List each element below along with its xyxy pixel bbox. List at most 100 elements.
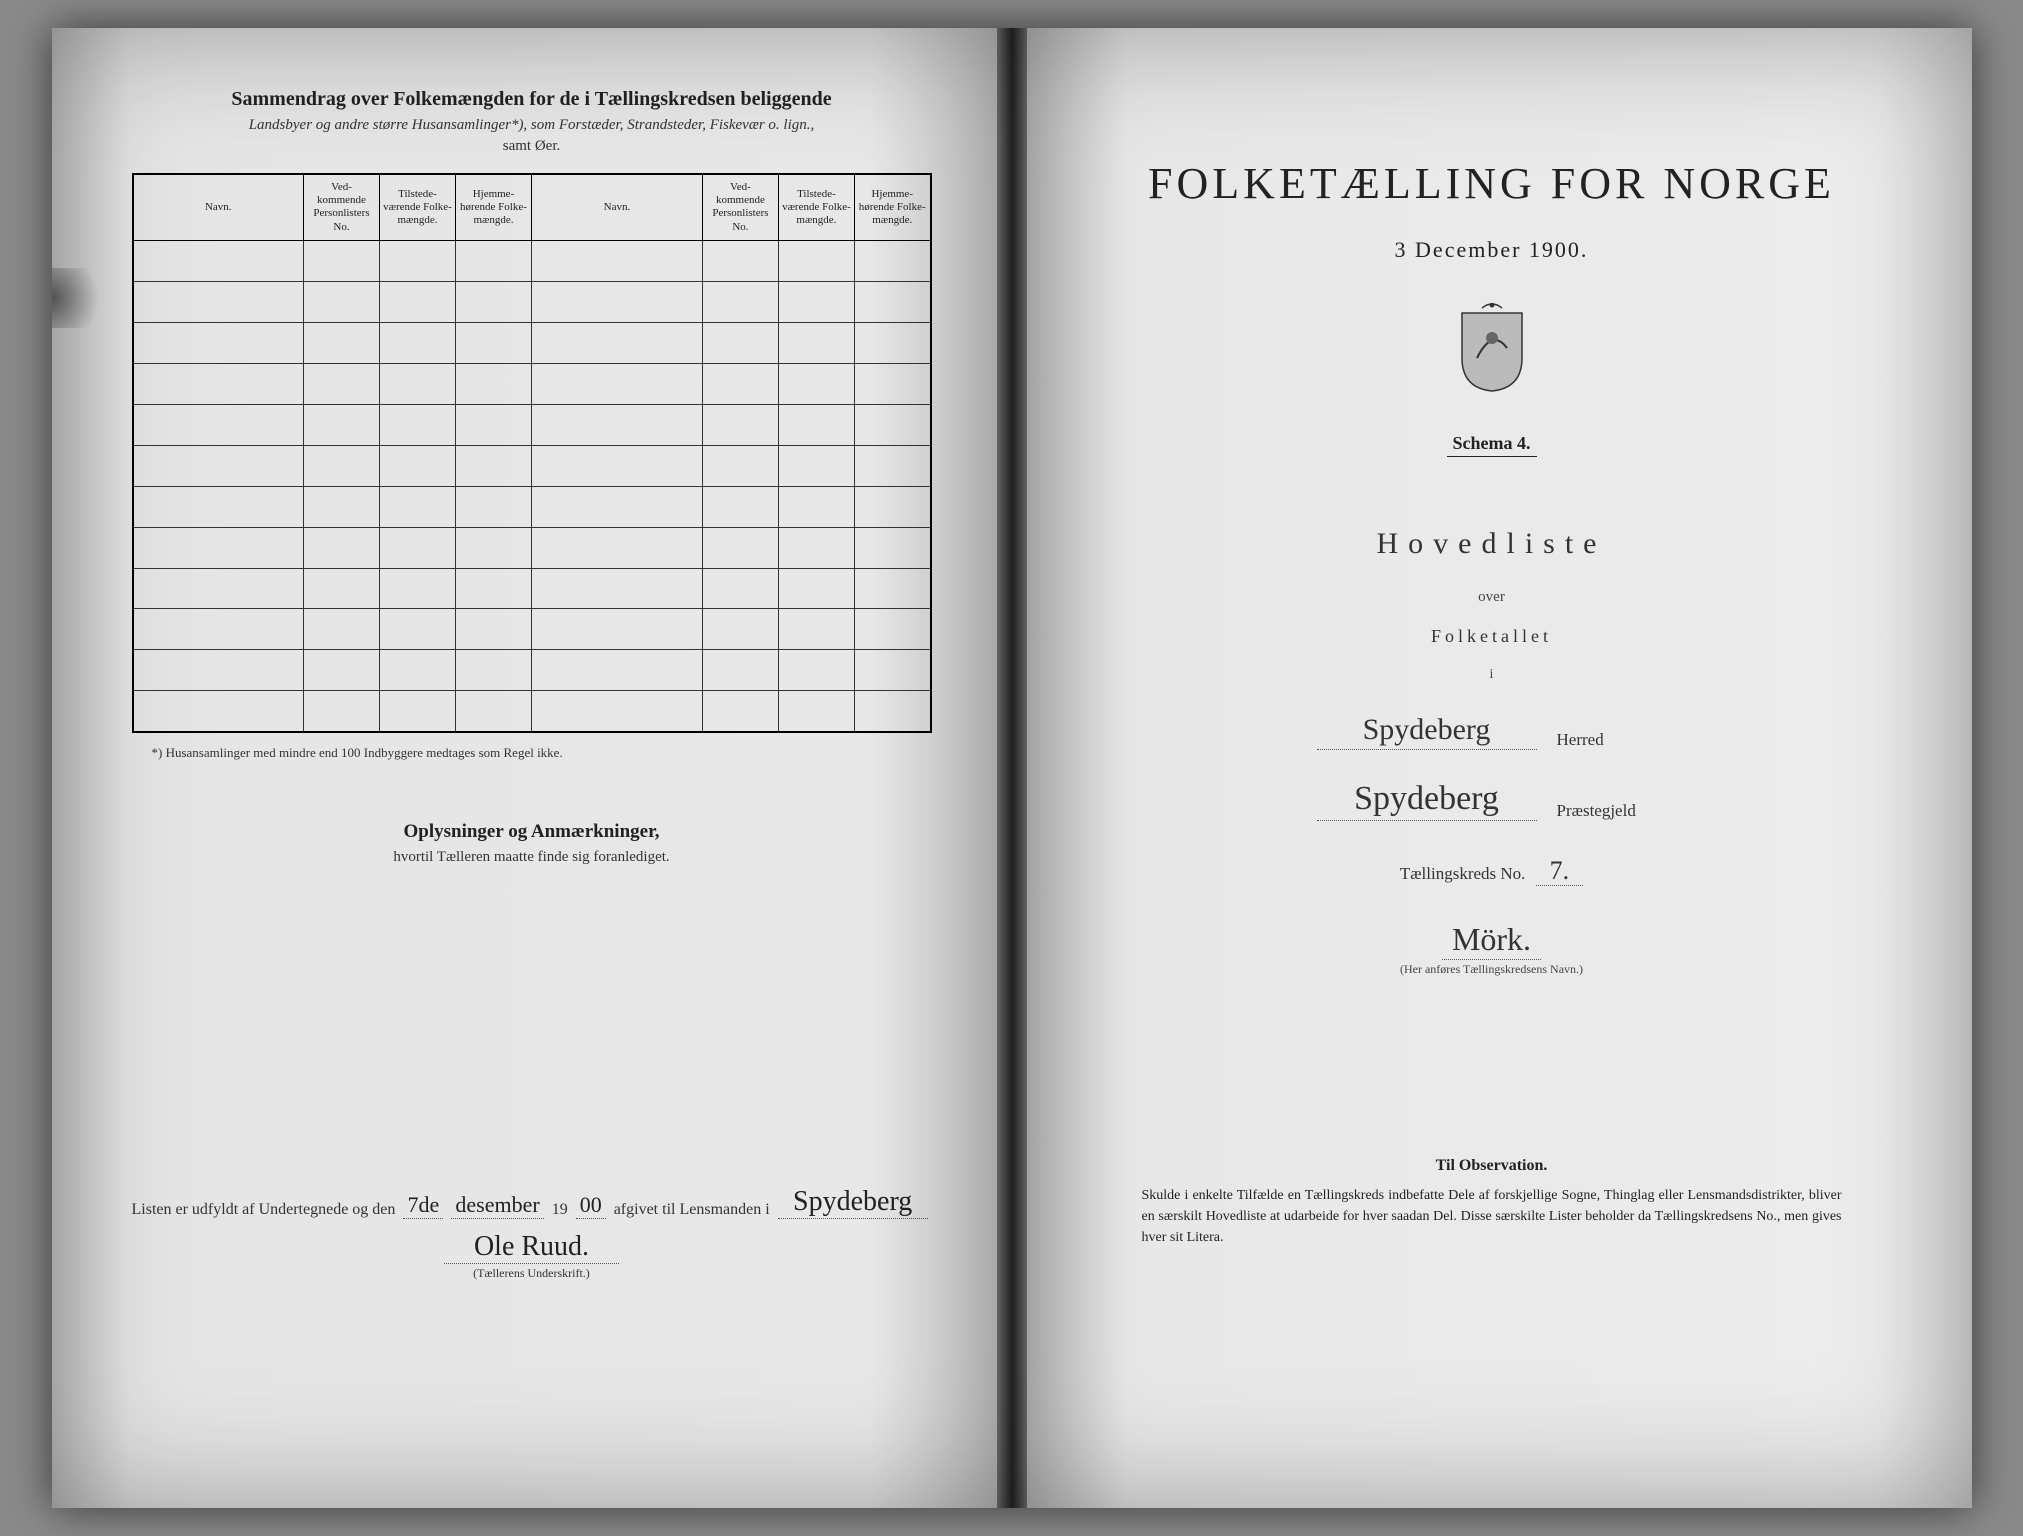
table-row (133, 322, 931, 363)
table-cell (133, 445, 304, 486)
col-tilstede-2: Tilstede- værende Folke- mængde. (778, 174, 854, 240)
table-cell (133, 240, 304, 281)
hovedliste-title: Hovedliste (1092, 527, 1892, 561)
col-navn-1: Navn. (133, 174, 304, 240)
herred-row: Spydeberg Herred (1092, 713, 1892, 750)
table-cell (455, 281, 531, 322)
table-cell (455, 445, 531, 486)
table-cell (304, 281, 380, 322)
table-cell (304, 363, 380, 404)
table-cell (854, 650, 930, 691)
praestegjeld-value: Spydeberg (1317, 780, 1537, 821)
folketallet-label: Folketallet (1092, 626, 1892, 647)
main-title: FOLKETÆLLING FOR NORGE (1092, 158, 1892, 209)
signature-label: (Tællerens Underskrift.) (132, 1266, 932, 1281)
table-cell (133, 568, 304, 609)
col-hjemme-2: Hjemme- hørende Folke- mængde. (854, 174, 930, 240)
table-cell (133, 691, 304, 732)
col-personlister-1: Ved- kommende Personlisters No. (304, 174, 380, 240)
kreds-name-value: Mörk. (1442, 921, 1541, 960)
table-cell (531, 527, 702, 568)
table-cell (455, 527, 531, 568)
table-cell (379, 691, 455, 732)
thumb-shadow (52, 268, 112, 328)
table-cell (379, 322, 455, 363)
table-cell (304, 486, 380, 527)
listen-line: Listen er udfyldt af Undertegnede og den… (132, 1186, 932, 1219)
table-cell (304, 445, 380, 486)
kreds-number: 7. (1536, 856, 1584, 886)
table-row (133, 486, 931, 527)
table-row (133, 281, 931, 322)
table-cell (778, 527, 854, 568)
table-cell (702, 691, 778, 732)
table-cell (702, 322, 778, 363)
table-cell (379, 527, 455, 568)
signature: Ole Ruud. (444, 1231, 619, 1264)
oplysninger-sub: hvortil Tælleren maatte finde sig foranl… (132, 849, 932, 866)
col-personlister-2: Ved- kommende Personlisters No. (702, 174, 778, 240)
i-label: i (1092, 667, 1892, 683)
table-cell (854, 691, 930, 732)
table-cell (702, 240, 778, 281)
left-page-subtitle2: samt Øer. (132, 138, 932, 155)
col-tilstede-1: Tilstede- værende Folke- mængde. (379, 174, 455, 240)
herred-label: Herred (1557, 730, 1667, 750)
table-cell (531, 691, 702, 732)
table-cell (531, 322, 702, 363)
table-cell (379, 609, 455, 650)
table-cell (379, 240, 455, 281)
table-cell (379, 363, 455, 404)
table-cell (379, 281, 455, 322)
listen-prefix: Listen er udfyldt af Undertegnede og den (132, 1201, 396, 1219)
table-cell (133, 404, 304, 445)
table-cell (778, 281, 854, 322)
table-cell (702, 486, 778, 527)
table-cell (778, 650, 854, 691)
census-table: Navn. Ved- kommende Personlisters No. Ti… (132, 173, 932, 733)
table-cell (778, 322, 854, 363)
table-cell (778, 404, 854, 445)
table-cell (854, 363, 930, 404)
table-cell (702, 363, 778, 404)
table-cell (379, 445, 455, 486)
crest-svg (1452, 303, 1532, 393)
table-cell (379, 486, 455, 527)
table-cell (778, 609, 854, 650)
herred-value: Spydeberg (1317, 713, 1537, 750)
kreds-hint: (Her anføres Tællingskredsens Navn.) (1092, 962, 1892, 977)
table-cell (702, 609, 778, 650)
table-cell (778, 240, 854, 281)
left-page-subtitle: Landsbyer og andre større Husansamlinger… (132, 117, 932, 134)
table-cell (379, 568, 455, 609)
table-cell (702, 445, 778, 486)
table-cell (702, 404, 778, 445)
table-cell (455, 404, 531, 445)
book-spine (997, 28, 1027, 1508)
subtitle-em: Landsbyer og andre større Husansamlinger… (249, 117, 815, 133)
table-cell (778, 486, 854, 527)
table-cell (455, 486, 531, 527)
table-row (133, 445, 931, 486)
left-page-title: Sammendrag over Folkemængden for de i Tæ… (132, 88, 932, 111)
table-cell (379, 650, 455, 691)
coat-of-arms-icon (1452, 303, 1532, 393)
table-cell (304, 322, 380, 363)
table-row (133, 527, 931, 568)
table-cell (455, 363, 531, 404)
col-navn-2: Navn. (531, 174, 702, 240)
kreds-row: Tællingskreds No. 7. (1092, 856, 1892, 886)
table-cell (304, 650, 380, 691)
table-cell (133, 650, 304, 691)
listen-mid: afgivet til Lensmanden i (614, 1201, 770, 1219)
observation-title: Til Observation. (1092, 1157, 1892, 1175)
schema-label: Schema 4. (1447, 433, 1537, 457)
table-cell (531, 363, 702, 404)
table-cell (854, 609, 930, 650)
table-cell (531, 281, 702, 322)
table-cell (778, 363, 854, 404)
table-footnote: *) Husansamlinger med mindre end 100 Ind… (132, 745, 932, 761)
table-cell (778, 445, 854, 486)
table-cell (133, 527, 304, 568)
table-cell (455, 322, 531, 363)
